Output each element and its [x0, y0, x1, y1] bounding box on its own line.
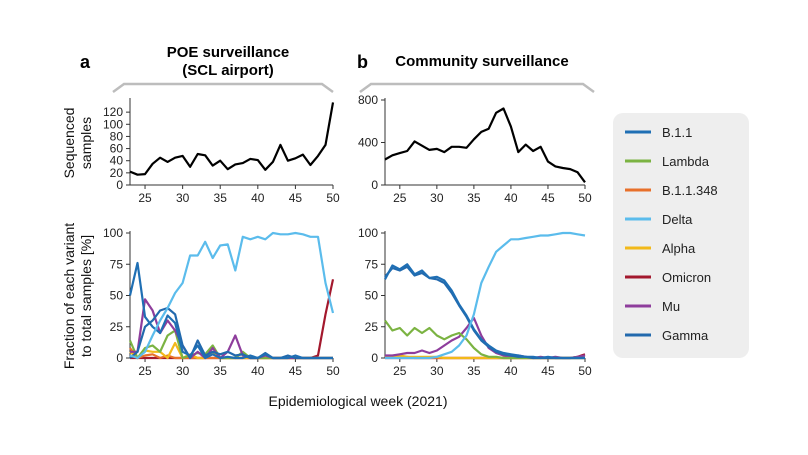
- legend-label-b-1-1: B.1.1: [662, 125, 692, 140]
- b-top-x-tick-label: 40: [504, 191, 518, 205]
- a-bottom-series-line-gamma: [129, 306, 333, 360]
- b-bottom-series-line-mu: [385, 316, 586, 360]
- b-top-x-tick-label: 45: [541, 191, 555, 205]
- legend-label-delta: Delta: [662, 212, 693, 227]
- legend-label-mu: Mu: [662, 299, 680, 314]
- a-top-y-tick-label: 80: [110, 129, 124, 143]
- panel-a-title-line1: POE surveillance: [167, 44, 290, 61]
- panel-b-title: Community surveillance: [395, 53, 568, 70]
- a-bottom-x-tick-label: 35: [214, 364, 228, 378]
- legend-label-alpha: Alpha: [662, 241, 696, 256]
- legend: B.1.1 Lambda B.1.1.348 Delta Alpha Omicron Mu G…: [625, 125, 718, 343]
- a-top-x-tick-label: 30: [176, 191, 190, 205]
- b-top-y-tick-label: 0: [371, 178, 378, 192]
- b-bottom-x-tick-label: 25: [393, 364, 407, 378]
- a-bottom-series-line-b-1-1: [128, 261, 333, 360]
- panel-b-letter: b: [357, 52, 368, 72]
- a-bottom-y-tick-label: 75: [110, 257, 124, 271]
- a-bottom-y-tick-label: 0: [116, 351, 123, 365]
- panel-b-brace: [359, 82, 595, 94]
- a-bottom-x-tick-label: 45: [289, 364, 303, 378]
- a-bottom-x-tick-label: 50: [326, 364, 340, 378]
- b-bottom-series-line-delta: [385, 231, 586, 360]
- panel-b-sequenced-samples-plot: 25 30 35 40 45 50 0 400 800: [358, 93, 592, 205]
- a-top-x-tick-label: 35: [214, 191, 228, 205]
- a-top-y-tick-label: 60: [110, 142, 124, 156]
- b-bottom-y-tick-label: 25: [365, 320, 379, 334]
- b-top-x-tick-label: 25: [393, 191, 407, 205]
- b-bottom-x-tick-label: 50: [578, 364, 592, 378]
- a-top-x-tick-label: 50: [326, 191, 340, 205]
- a-bottom-series-line-delta: [129, 231, 335, 360]
- y-axis-title-bottom-line1: Fraction of each variant: [61, 223, 77, 369]
- b-bottom-axes: [384, 231, 585, 359]
- b-top-series-line-total: [384, 107, 586, 183]
- b-top-y-tick-label: 400: [358, 136, 378, 150]
- a-top-x-tick-label: 40: [251, 191, 265, 205]
- b-top-x-tick-label: 35: [467, 191, 481, 205]
- panel-b-variant-fraction-plot: 25 30 35 40 45 50 0 25 50 75 100: [358, 226, 592, 378]
- a-bottom-x-tick-label: 25: [138, 364, 152, 378]
- b-bottom-series-line-gamma: [384, 265, 585, 360]
- panel-a-title-line2: (SCL airport): [182, 62, 273, 79]
- b-bottom-x-tick-label: 30: [430, 364, 444, 378]
- legend-label-b-1-1-348: B.1.1.348: [662, 183, 718, 198]
- a-bottom-y-tick-label: 50: [110, 289, 124, 303]
- a-top-axes: [129, 98, 333, 186]
- panel-a-brace: [112, 82, 334, 94]
- panel-a-letter: a: [80, 52, 91, 72]
- y-axis-title-top-line2: samples: [78, 117, 94, 169]
- b-top-x-tick-label: 30: [430, 191, 444, 205]
- b-top-x-tick-label: 50: [578, 191, 592, 205]
- a-top-y-tick-label: 0: [116, 178, 123, 192]
- y-axis-title-bottom-line2: to total samples [%]: [78, 235, 94, 357]
- a-bottom-axes: [129, 231, 333, 359]
- a-top-y-tick-label: 100: [103, 117, 123, 131]
- a-bottom-x-tick-label: 30: [176, 364, 190, 378]
- a-top-x-tick-label: 45: [289, 191, 303, 205]
- a-top-y-tick-label: 120: [103, 105, 123, 119]
- b-bottom-y-tick-label: 0: [371, 351, 378, 365]
- a-top-x-tick-label: 25: [138, 191, 152, 205]
- a-bottom-x-tick-label: 40: [251, 364, 265, 378]
- a-top-series-line-total: [129, 102, 335, 176]
- b-bottom-x-tick-label: 40: [504, 364, 518, 378]
- x-axis-title: Epidemiological week (2021): [269, 393, 448, 409]
- a-top-y-tick-label: 20: [110, 166, 124, 180]
- b-top-y-tick-label: 800: [358, 93, 378, 107]
- a-bottom-y-tick-label: 100: [103, 226, 123, 240]
- b-bottom-y-tick-label: 100: [358, 226, 378, 240]
- y-axis-title-top-line1: Sequenced: [61, 108, 77, 179]
- a-bottom-y-tick-label: 25: [110, 320, 124, 334]
- legend-box: [613, 113, 749, 358]
- b-bottom-y-tick-label: 75: [365, 257, 379, 271]
- b-bottom-y-tick-label: 50: [365, 289, 379, 303]
- b-bottom-series-line-b-1-1: [384, 263, 585, 360]
- legend-label-lambda: Lambda: [662, 154, 710, 169]
- legend-label-gamma: Gamma: [662, 328, 709, 343]
- a-top-y-tick-label: 40: [110, 154, 124, 168]
- b-bottom-x-tick-label: 35: [467, 364, 481, 378]
- panel-a-variant-fraction-plot: 25 30 35 40 45 50 0 25 50 75 100: [103, 226, 340, 378]
- b-bottom-x-tick-label: 45: [541, 364, 555, 378]
- legend-label-omicron: Omicron: [662, 270, 711, 285]
